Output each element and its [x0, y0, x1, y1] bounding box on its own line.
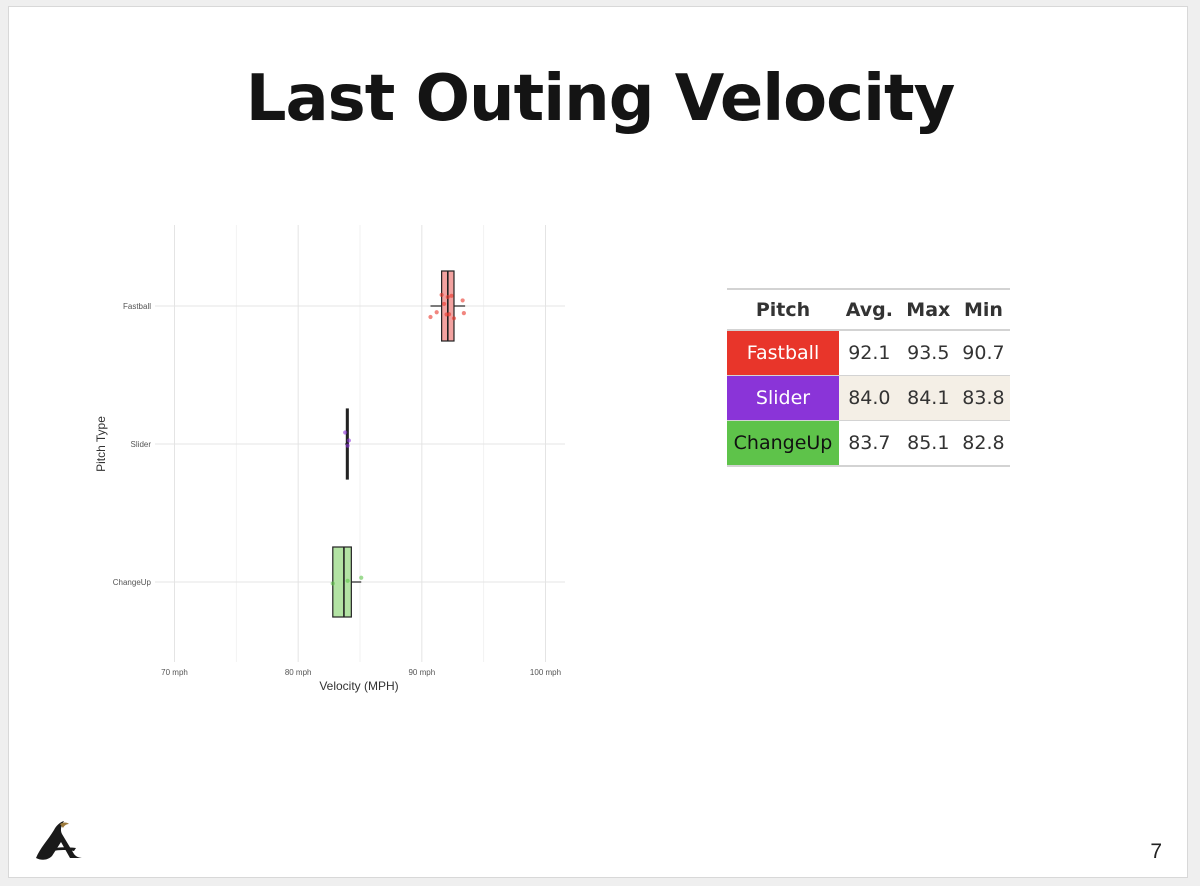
pitch-cell-slider: Slider — [727, 375, 839, 421]
table-row-changeup: ChangeUp 83.7 85.1 82.8 — [727, 420, 1010, 467]
min-cell-slider: 83.8 — [956, 375, 1010, 421]
velocity-summary-table: Pitch Avg. Max Min Fastball 92.1 93.5 90… — [727, 288, 1010, 467]
page-number: 7 — [1150, 840, 1162, 863]
header-pitch: Pitch — [727, 288, 839, 331]
velocity-table: Pitch Avg. Max Min Fastball 92.1 93.5 90… — [727, 288, 1010, 467]
slide-title: Last Outing Velocity — [245, 62, 956, 136]
team-logo-icon — [36, 821, 83, 860]
max-cell-changeup: 85.1 — [899, 420, 957, 467]
slide — [8, 6, 1188, 878]
avg-cell-changeup: 83.7 — [839, 420, 900, 467]
table-row-slider: Slider 84.0 84.1 83.8 — [727, 375, 1010, 421]
header-avg: Avg. — [839, 288, 900, 331]
header-max: Max — [899, 288, 957, 331]
pitch-cell-fastball: Fastball — [727, 330, 839, 376]
avg-cell-fastball: 92.1 — [839, 330, 900, 376]
avg-cell-slider: 84.0 — [839, 375, 900, 421]
table-header-row: Pitch Avg. Max Min — [727, 288, 1010, 331]
min-cell-fastball: 90.7 — [956, 330, 1010, 376]
pitch-cell-changeup: ChangeUp — [727, 420, 839, 467]
table-row-fastball: Fastball 92.1 93.5 90.7 — [727, 330, 1010, 376]
max-cell-slider: 84.1 — [899, 375, 957, 421]
max-cell-fastball: 93.5 — [899, 330, 957, 376]
min-cell-changeup: 82.8 — [956, 420, 1010, 467]
header-min: Min — [956, 288, 1010, 331]
